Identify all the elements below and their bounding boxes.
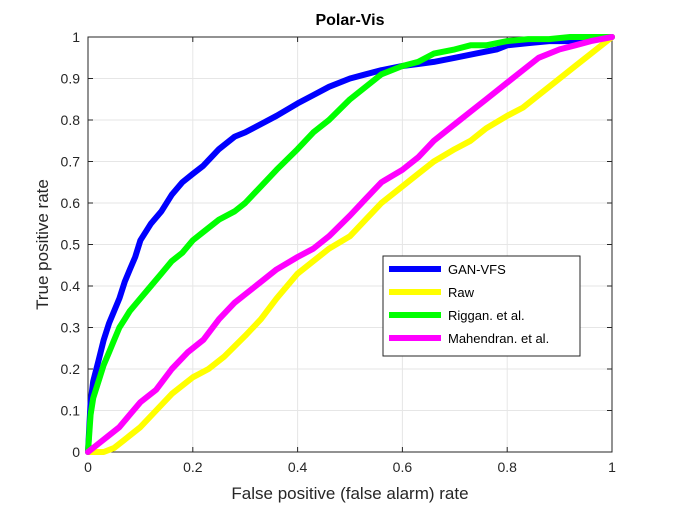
y-tick-label: 0.6	[61, 195, 81, 211]
x-tick-label: 0.2	[183, 459, 203, 475]
legend-box	[382, 255, 581, 357]
y-tick-label: 0.2	[61, 361, 81, 377]
x-tick-label: 1	[608, 459, 616, 475]
y-axis-title: True positive rate	[33, 179, 52, 310]
chart-title: Polar-Vis	[315, 12, 384, 29]
series-line-2	[85, 34, 615, 455]
y-tick-label: 0.4	[61, 278, 81, 294]
y-tick-label: 0.3	[61, 320, 81, 336]
y-tick-label: 1	[72, 29, 80, 45]
y-tick-label: 0.7	[61, 154, 81, 170]
x-tick-label: 0	[84, 459, 92, 475]
x-tick-label: 0.4	[288, 459, 308, 475]
legend-label: Riggan. et al.	[448, 308, 525, 323]
legend-label: Mahendran. et al.	[448, 331, 549, 346]
legend-label: Raw	[448, 285, 475, 300]
x-tick-label: 0.6	[393, 459, 413, 475]
legend-label: GAN-VFS	[448, 262, 506, 277]
series-line-1	[85, 34, 615, 455]
series-line-0	[85, 34, 615, 455]
y-tick-label: 0.1	[61, 403, 81, 419]
y-tick-label: 0	[72, 444, 80, 460]
axis-ticks: 0 0.2 0.4 0.6 0.8 1 0 0.1 0.2 0.3 0.4 0.5 0.6 0.7 0.8 0…	[61, 29, 617, 475]
series-line-3	[85, 34, 615, 455]
y-tick-label: 0.5	[61, 237, 81, 253]
x-tick-label: 0.8	[497, 459, 517, 475]
y-tick-label: 0.8	[61, 112, 81, 128]
y-tick-label: 0.9	[61, 71, 81, 87]
x-axis-title: False positive (false alarm) rate	[231, 484, 468, 503]
series-lines	[85, 34, 615, 455]
legend: GAN-VFS Raw Riggan. et al. Mahendran. et al…	[382, 255, 581, 357]
